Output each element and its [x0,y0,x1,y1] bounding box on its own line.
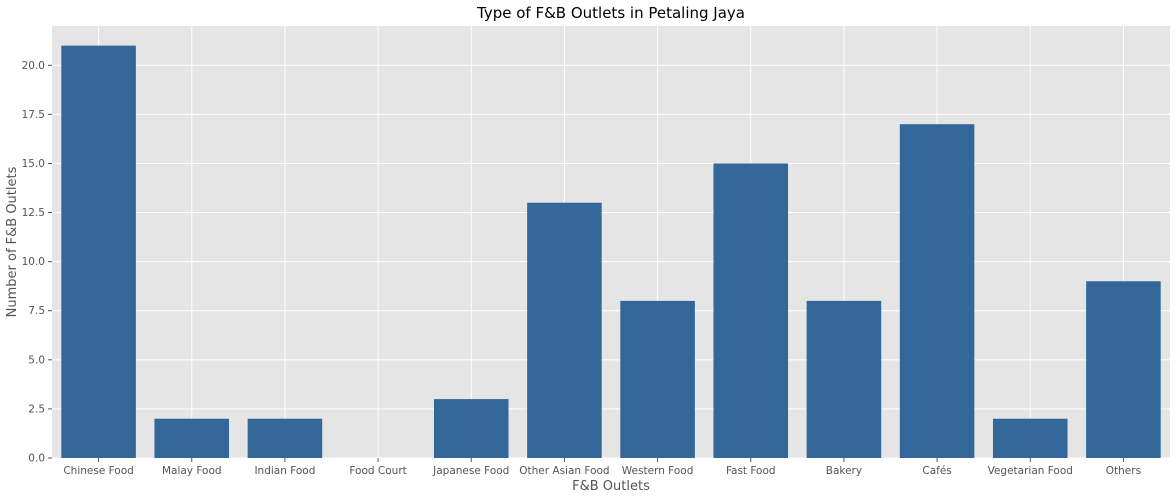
bars [61,45,1161,459]
bar-indian-food [247,418,323,458]
chart-title: Type of F&B Outlets in Petaling Jaya [476,4,745,22]
plot-background [52,26,1170,458]
bar-chinese-food [61,45,136,459]
x-tick-label: Indian Food [254,465,315,477]
x-tick-label: Food Court [349,465,406,477]
y-tick-label: 7.5 [28,305,45,317]
x-tick-label: Western Food [622,465,694,477]
x-axis-ticks: Chinese Food Malay Food Indian Food Food Co… [63,458,1141,477]
y-tick-label: 12.5 [22,207,45,219]
y-tick-label: 17.5 [22,109,45,121]
bar-vegetarian-food [992,418,1068,458]
y-axis-label: Number of F&B Outlets [5,166,20,317]
x-tick-label: Others [1106,465,1141,477]
x-tick-label: Japanese Food [432,465,509,477]
x-tick-label: Chinese Food [63,465,133,477]
bar-caf-s [899,124,975,458]
y-tick-label: 2.5 [28,403,45,415]
x-tick-label: Other Asian Food [519,465,609,477]
y-tick-label: 20.0 [22,60,45,72]
x-axis-label: F&B Outlets [572,479,650,494]
bar-bakery [806,300,882,458]
grid-lines [52,26,1170,459]
y-tick-label: 0.0 [28,453,45,465]
y-axis-ticks: 0.0 2.5 5.0 7.5 10.0 12.5 15.0 17.5 20.0 [22,60,52,465]
x-tick-label: Vegetarian Food [988,465,1073,477]
x-tick-label: Bakery [826,465,862,477]
bar-japanese-food [433,399,509,458]
y-tick-label: 15.0 [22,158,45,170]
y-tick-label: 5.0 [28,354,45,366]
x-tick-label: Fast Food [726,465,776,477]
bar-other-asian-food [527,202,602,458]
bar-others [1086,281,1161,458]
bar-fast-food [713,163,789,459]
x-tick-label: Cafés [922,465,951,477]
bar-western-food [620,300,695,458]
bar-malay-food [154,418,230,458]
x-tick-label: Malay Food [162,465,222,477]
y-tick-label: 10.0 [22,256,45,268]
